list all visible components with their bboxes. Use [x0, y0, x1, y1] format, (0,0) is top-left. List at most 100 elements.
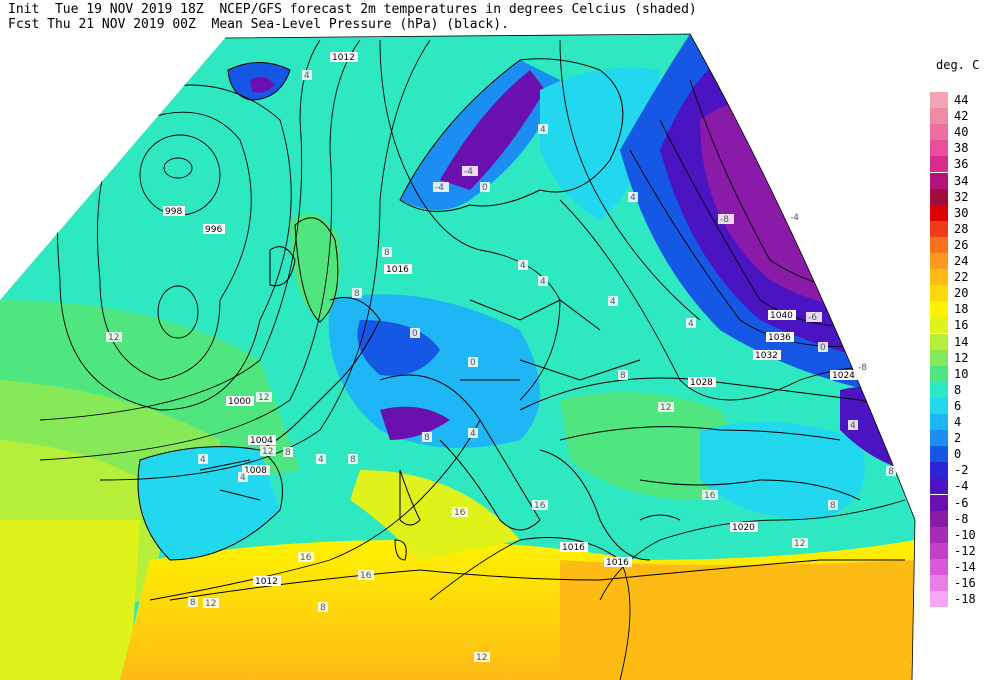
temp-contour-label: 8 — [620, 371, 626, 381]
isobar-label-bg — [248, 435, 276, 445]
temp-label-bg — [628, 192, 638, 202]
isobar-label: 1004 — [250, 436, 273, 446]
temp-contour-label: 16 — [454, 508, 466, 518]
legend-label: 34 — [954, 173, 969, 188]
legend-label: -14 — [954, 559, 976, 574]
isobar-label: 1020 — [732, 523, 755, 533]
legend-swatch — [930, 92, 948, 108]
legend-label: 6 — [954, 398, 962, 413]
temp-label-bg — [718, 214, 734, 224]
temp-label-bg — [818, 342, 828, 352]
legend-label: 2 — [954, 431, 962, 446]
legend-swatch — [930, 236, 948, 253]
isobar-label: 1040 — [770, 311, 793, 321]
temp-contour-label: 16 — [360, 571, 372, 581]
temp-contour-label: -4 — [464, 167, 473, 177]
legend-label: 18 — [954, 302, 969, 317]
temp-contour-label: 4 — [540, 125, 546, 135]
temp-label-bg — [283, 447, 293, 457]
temp-label-bg — [480, 182, 490, 192]
temp-label-bg — [538, 124, 548, 134]
isobar-label: 1012 — [332, 53, 355, 63]
temp-label-bg — [198, 454, 208, 464]
isobar-label: 1028 — [690, 378, 713, 388]
temp-contour-label: 8 — [424, 433, 430, 443]
temp-label-bg — [886, 466, 896, 476]
legend-swatch — [930, 591, 948, 608]
temp-label-bg — [106, 332, 122, 342]
temp-label-bg — [358, 570, 374, 580]
temp-contour-label: 8 — [350, 455, 356, 465]
temp-label-bg — [806, 312, 822, 322]
temp-contour-label: 12 — [476, 653, 487, 663]
temp-label-bg — [316, 454, 326, 464]
temp-label-bg — [848, 420, 858, 430]
legend-swatch — [930, 542, 948, 559]
temp-contour-label: -4 — [435, 183, 444, 193]
temp-contour-label: -6 — [808, 313, 817, 323]
legend-swatch — [930, 253, 948, 269]
temp-contour-label: 12 — [794, 539, 805, 549]
temp-contour-label: 0 — [412, 329, 418, 339]
isobar-label-bg — [253, 576, 281, 586]
temp-contour-label: 16 — [300, 553, 312, 563]
temp-contour-label: 4 — [688, 319, 694, 329]
legend-label: 16 — [954, 318, 969, 333]
isobar-label: 1008 — [244, 466, 267, 476]
legend-swatch — [930, 526, 948, 543]
legend-swatch — [930, 414, 948, 430]
isobar-label-bg — [730, 522, 758, 532]
isobar-label-bg — [384, 264, 412, 274]
temp-label-bg — [256, 392, 272, 402]
legend-swatch — [930, 478, 948, 495]
legend-label: -12 — [954, 543, 976, 558]
isobar-label: 996 — [205, 225, 222, 235]
legend-label: 26 — [954, 237, 969, 252]
header-init-line: Init Tue 19 NOV 2019 18Z NCEP/GFS foreca… — [8, 2, 697, 17]
legend-label: 42 — [954, 109, 969, 124]
legend-swatch — [930, 156, 948, 173]
temp-label-bg — [518, 260, 528, 270]
temp-label-bg — [532, 500, 548, 510]
temp-contour-label: 8 — [190, 598, 196, 608]
isobar-label-bg — [688, 377, 716, 387]
isobar-label: 1032 — [755, 351, 778, 361]
legend-swatch — [930, 124, 948, 141]
legend-label: -2 — [954, 463, 969, 478]
isobar-label-bg — [604, 557, 632, 567]
legend-label: 38 — [954, 141, 969, 156]
temp-contour-label: 4 — [200, 455, 206, 465]
temperature-map: 1012 998 996 1016 1000 1004 1008 1012 1016 1016 10… — [0, 33, 916, 680]
temp-contour-label: 4 — [304, 71, 310, 81]
temp-contour-label: 4 — [240, 473, 246, 483]
temp-contour-label: 4 — [470, 429, 476, 439]
isobar-label: 1000 — [228, 397, 251, 407]
temp-contour-label: 4 — [630, 193, 636, 203]
temp-contour-label: 12 — [108, 333, 119, 343]
temp-contour-label: 16 — [534, 501, 546, 511]
temp-label-bg — [788, 212, 804, 222]
legend-swatch — [930, 108, 948, 125]
temp-contour-label: 12 — [205, 599, 216, 609]
temp-contour-label: 0 — [470, 358, 476, 368]
temp-label-bg — [792, 538, 808, 548]
legend-swatch — [930, 381, 948, 398]
header-forecast-line: Fcst Thu 21 NOV 2019 00Z Mean Sea-Level … — [8, 17, 509, 32]
temp-label-bg — [382, 247, 392, 257]
legend-swatch — [930, 349, 948, 366]
temp-contour-label: -8 — [720, 215, 729, 225]
legend-swatch — [930, 285, 948, 302]
isobar-label-bg — [768, 310, 796, 320]
legend-swatch — [930, 269, 948, 286]
temp-label-bg — [468, 357, 478, 367]
temp-contour-label: 16 — [704, 491, 716, 501]
isobar-label: 1024 — [832, 371, 855, 381]
temp-contour-label: 4 — [318, 455, 324, 465]
temp-contour-label: 12 — [258, 393, 269, 403]
isobar-label-bg — [560, 542, 588, 552]
isobar-label: 1016 — [562, 543, 585, 553]
isobar-label-bg — [226, 396, 254, 406]
isobar-label-bg — [766, 332, 794, 342]
temp-contour-label: 0 — [820, 343, 826, 353]
legend-label: 40 — [954, 125, 969, 140]
